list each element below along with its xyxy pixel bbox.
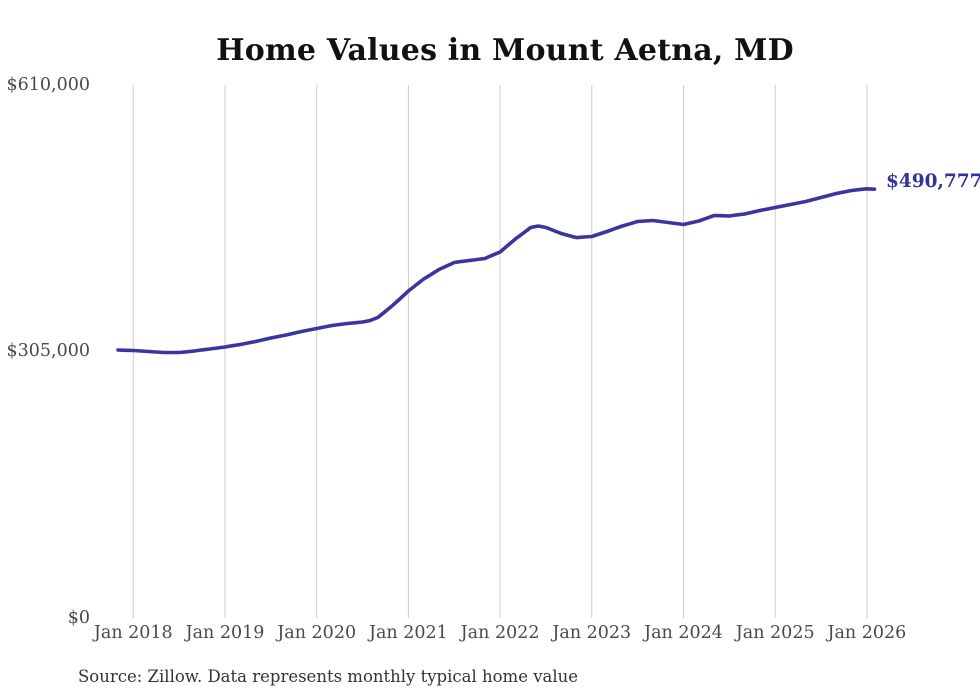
y-tick-label: $0 — [67, 607, 90, 628]
chart-title: Home Values in Mount Aetna, MD — [216, 33, 794, 68]
x-tick-label: Jan 2020 — [277, 623, 357, 643]
source-note: Source: Zillow. Data represents monthly … — [78, 667, 579, 686]
latest-value-label: $490,777 — [886, 171, 980, 192]
x-tick-label: Jan 2018 — [93, 623, 173, 643]
x-tick-label: Jan 2023 — [552, 623, 632, 643]
x-tick-label: Jan 2021 — [368, 623, 448, 643]
y-tick-label: $610,000 — [6, 74, 90, 95]
y-tick-label: $305,000 — [6, 341, 90, 361]
home-value-line — [116, 187, 877, 355]
x-tick-label: Jan 2022 — [460, 623, 540, 643]
x-tick-label: Jan 2019 — [185, 623, 265, 643]
x-tick-label: Jan 2025 — [735, 623, 815, 643]
x-tick-label: Jan 2026 — [827, 623, 907, 643]
x-tick-label: Jan 2024 — [644, 623, 723, 643]
